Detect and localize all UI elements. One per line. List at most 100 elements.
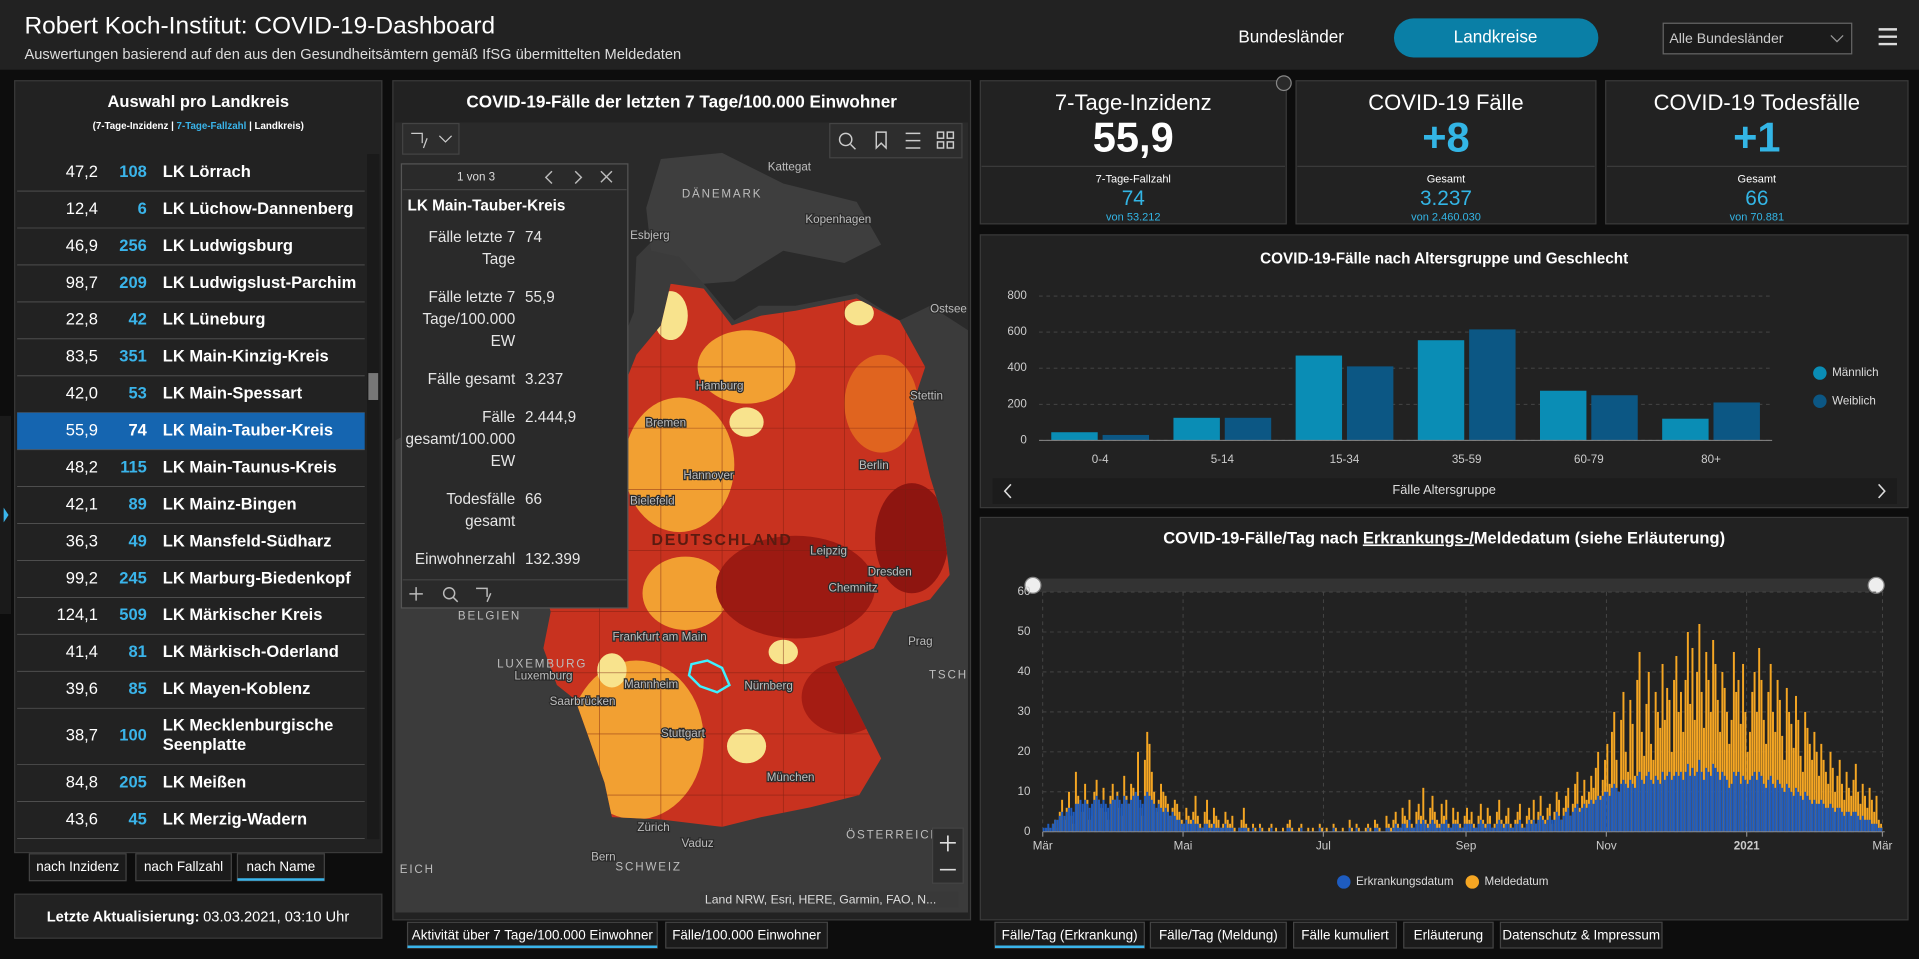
bar <box>1783 791 1786 832</box>
bar <box>1838 759 1841 832</box>
list-row[interactable]: 41,4 81 LK Märkisch-Oderland <box>17 643 365 672</box>
sort-button[interactable] <box>28 853 127 882</box>
tab-label[interactable]: Erläuterung <box>1414 927 1484 942</box>
bar <box>1590 799 1593 832</box>
list-row[interactable]: 124,1 509 LK Märkischer Kreis <box>17 606 365 635</box>
bar <box>1707 771 1710 832</box>
list-row[interactable]: 48,2 115 LK Main-Taunus-Kreis <box>17 458 365 488</box>
bar <box>1210 827 1213 832</box>
selected-district[interactable] <box>687 659 731 694</box>
bar <box>1042 827 1045 832</box>
bar <box>1134 791 1137 832</box>
list-row[interactable]: 39,6 85 LK Mayen-Koblenz <box>17 680 365 709</box>
list-row[interactable]: 43,6 45 LK Merzig-Wadern <box>17 810 365 839</box>
sort-label[interactable]: nach Name <box>247 859 316 874</box>
list-row[interactable]: 47,2 108 LK Lörrach <box>17 163 365 192</box>
expand-icon[interactable] <box>1275 75 1292 92</box>
bar <box>1173 417 1220 441</box>
bottom-tab[interactable] <box>1149 921 1287 949</box>
bar <box>1808 743 1811 832</box>
map-tools[interactable] <box>838 131 955 150</box>
bar <box>1560 819 1563 832</box>
bar <box>1463 823 1466 832</box>
region-tab[interactable]: Landkreise <box>1454 27 1538 46</box>
bar <box>1233 827 1236 832</box>
bar <box>1270 827 1273 832</box>
select-tool[interactable] <box>402 122 460 155</box>
tab-label[interactable]: Fälle/Tag (Meldung) <box>1159 927 1278 942</box>
map-label: Zürich <box>637 821 669 834</box>
sort-button[interactable] <box>135 853 232 882</box>
bar <box>1436 827 1439 832</box>
tab-label[interactable]: Fälle/100.000 Einwohner <box>672 927 821 942</box>
dropdown-label[interactable]: Alle Bundesländer <box>1669 30 1783 46</box>
bottom-tab[interactable] <box>1403 921 1494 949</box>
slider-handle[interactable] <box>1024 576 1042 594</box>
x-tick-label: Nov <box>1596 840 1617 853</box>
menu-icon[interactable] <box>1878 28 1897 46</box>
bar <box>1206 823 1209 832</box>
list-row[interactable]: 12,4 6 LK Lüchow-Dannenberg <box>17 200 365 229</box>
kpi-value: 55,9 <box>1093 114 1174 161</box>
tab-label[interactable]: Datenschutz & Impressum <box>1502 927 1660 942</box>
slider-handle[interactable] <box>1867 576 1885 594</box>
bar <box>1815 803 1818 832</box>
scrollbar-thumb[interactable] <box>368 373 379 400</box>
sort-label[interactable]: nach Fallzahl <box>144 859 223 874</box>
bar <box>1521 827 1524 832</box>
bar <box>1799 795 1802 832</box>
list-row[interactable]: 22,8 42 LK Lüneburg <box>17 311 365 340</box>
sort-button[interactable] <box>236 853 325 882</box>
bar <box>1746 783 1749 832</box>
tab-label[interactable]: Aktivität über 7 Tage/100.000 Einwohner <box>412 927 654 942</box>
bar <box>1679 771 1682 832</box>
bar <box>1585 807 1588 832</box>
bar <box>1739 783 1742 832</box>
sort-label[interactable]: nach Inzidenz <box>36 859 119 874</box>
bottom-tab[interactable] <box>1292 921 1398 949</box>
dropdown[interactable] <box>1662 22 1853 55</box>
bar <box>1822 803 1825 832</box>
bar <box>1224 823 1227 832</box>
bar <box>1530 823 1533 832</box>
district-name: LK Merzig-Wadern <box>163 810 307 828</box>
bar <box>1408 799 1411 832</box>
bar <box>1820 799 1823 832</box>
list-row[interactable]: 46,9 256 LK Ludwigsburg <box>17 237 365 266</box>
bottom-tab[interactable] <box>1499 921 1663 949</box>
tab-label[interactable]: Fälle/Tag (Erkrankung) <box>1002 927 1138 942</box>
case-count: 53 <box>128 385 146 403</box>
bar <box>1836 775 1839 832</box>
list-row[interactable]: 99,2 245 LK Marburg-Biedenkopf <box>17 569 365 598</box>
list-row[interactable]: 42,1 89 LK Mainz-Bingen <box>17 495 365 524</box>
range-slider[interactable] <box>1032 578 1877 593</box>
scroll-arrows[interactable] <box>1003 483 1886 499</box>
active-tab[interactable] <box>1393 18 1599 58</box>
bar <box>1231 815 1234 832</box>
list-row[interactable]: 55,9 74 LK Main-Tauber-Kreis <box>17 412 365 451</box>
x-tick-label: 15-34 <box>1330 453 1360 466</box>
bar <box>1650 779 1653 832</box>
tab-label[interactable]: Fälle kumuliert <box>1301 927 1389 942</box>
bar <box>1454 823 1457 832</box>
bar <box>1608 795 1611 832</box>
list-row[interactable]: 98,7 209 LK Ludwigslust-Parchim <box>17 274 365 303</box>
case-count: 74 <box>128 422 147 440</box>
bar <box>1238 827 1241 832</box>
list-row[interactable]: 36,3 49 LK Mansfeld-Südharz <box>17 532 365 561</box>
bottom-tab[interactable] <box>665 921 828 949</box>
popup-controls[interactable] <box>409 170 613 603</box>
bar <box>1850 815 1853 832</box>
bar <box>1212 807 1215 832</box>
region-tab[interactable]: Bundesländer <box>1238 27 1344 46</box>
list-row[interactable]: 38,7 100 LK Mecklenburgische Seenplatte <box>17 717 365 765</box>
district-name: LK Märkischer Kreis <box>163 606 323 624</box>
list-row[interactable]: 84,8 205 LK Meißen <box>17 773 365 802</box>
list-row[interactable]: 83,5 351 LK Main-Kinzig-Kreis <box>17 348 365 377</box>
bar <box>1806 727 1809 832</box>
bar <box>1574 783 1577 832</box>
map-label: BELGIEN <box>458 610 521 623</box>
bar <box>1852 811 1855 832</box>
bottom-tab[interactable] <box>994 921 1145 949</box>
bar <box>1364 827 1367 832</box>
